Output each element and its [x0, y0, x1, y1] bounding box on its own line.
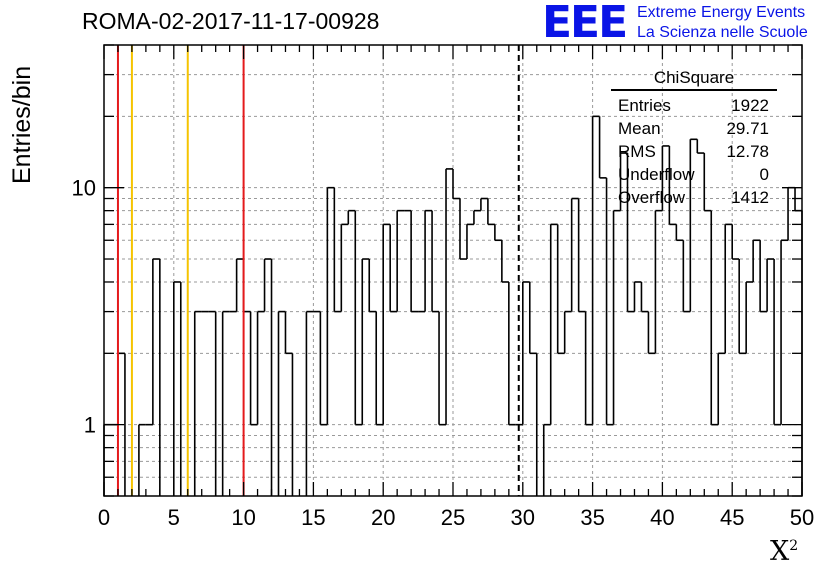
x-tick-label: 30: [511, 505, 535, 530]
axis-ticks: 0 5 10 15 20 25 30 35 40 45 50 1 10: [72, 44, 814, 530]
x-tick-label: 50: [790, 505, 814, 530]
x-tick-label: 20: [371, 505, 395, 530]
y-tick-label: 1: [84, 413, 96, 438]
stats-label: Mean: [618, 119, 661, 138]
page-title: ROMA-02-2017-11-17-00928: [82, 8, 380, 34]
x-axis-label: X2: [770, 536, 798, 567]
logo-line-1: Extreme Energy Events: [637, 4, 806, 21]
y-tick-label: 10: [72, 176, 96, 201]
stats-row-mean: Mean 29.71: [609, 117, 777, 140]
stats-value: 0: [759, 165, 769, 184]
reference-lines: [116, 45, 520, 496]
x-axis-exponent: 2: [789, 538, 799, 554]
stats-value: 1412: [731, 188, 769, 207]
stats-row-entries: Entries 1922: [609, 94, 777, 117]
x-tick-label: 0: [98, 505, 110, 530]
stats-box: ChiSquare Entries 1922 Mean 29.71 RMS 12.78…: [609, 66, 777, 209]
x-tick-label: 25: [441, 505, 465, 530]
stats-value: 12.78: [726, 142, 769, 161]
stats-label: RMS: [618, 142, 656, 161]
x-axis-symbol: X: [770, 536, 790, 567]
x-tick-label: 35: [580, 505, 604, 530]
stats-label: Underflow: [618, 165, 695, 184]
stats-title: ChiSquare: [611, 66, 777, 91]
stats-row-underflow: Underflow 0: [609, 163, 777, 186]
stats-value: 29.71: [726, 119, 769, 138]
stats-label: Overflow: [618, 188, 686, 207]
x-tick-label: 15: [301, 505, 325, 530]
x-tick-label: 40: [650, 505, 674, 530]
stats-row-rms: RMS 12.78: [609, 140, 777, 163]
stats-value: 1922: [731, 96, 769, 115]
logo-line-2: La Scienza nelle Scuole: [637, 24, 808, 41]
x-tick-label: 5: [168, 505, 180, 530]
y-axis-label: Entries/bin: [8, 65, 36, 184]
x-tick-label: 10: [231, 505, 255, 530]
stats-label: Entries: [618, 96, 671, 115]
x-tick-label: 45: [720, 505, 744, 530]
eee-logo: EEE: [542, 0, 628, 48]
stats-row-overflow: Overflow 1412: [609, 186, 777, 209]
